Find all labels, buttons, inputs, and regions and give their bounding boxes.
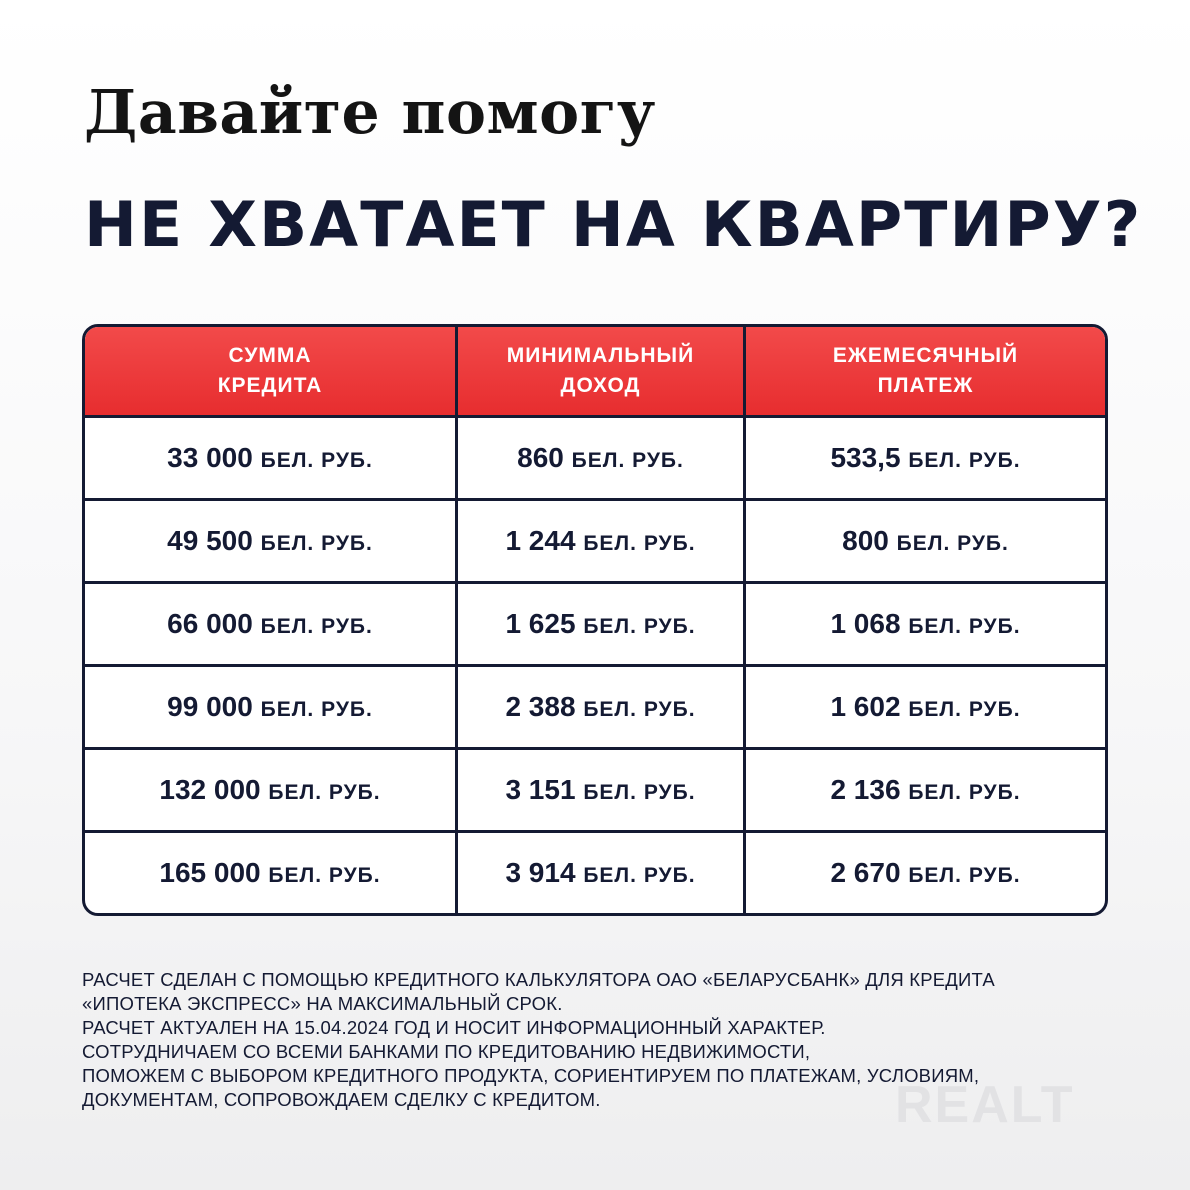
column-header: ЕЖЕМЕСЯЧНЫЙ ПЛАТЕЖ bbox=[746, 327, 1105, 418]
column-header: СУММА КРЕДИТА bbox=[85, 327, 458, 418]
table-cell: 66 000 БЕЛ. РУБ. bbox=[85, 584, 458, 667]
table-row: 66 000 БЕЛ. РУБ. 1 625 БЕЛ. РУБ. 1 068 БЕЛ… bbox=[85, 584, 1105, 667]
currency-unit: БЕЛ. РУБ. bbox=[583, 698, 696, 721]
column-header-line: ПЛАТЕЖ bbox=[877, 374, 974, 397]
column-header-line: ЕЖЕМЕСЯЧНЫЙ bbox=[832, 344, 1019, 367]
amount: 33 000 bbox=[167, 442, 253, 473]
headline: НЕ ХВАТАЕТ НА КВАРТИРУ? bbox=[84, 188, 1143, 261]
table-cell: 860 БЕЛ. РУБ. bbox=[458, 418, 746, 501]
amount: 2 388 bbox=[505, 691, 576, 722]
page-title: Давайте помогу bbox=[84, 78, 656, 148]
disclaimer-line: ПОМОЖЕМ С ВЫБОРОМ КРЕДИТНОГО ПРОДУКТА, С… bbox=[82, 1065, 980, 1086]
amount: 1 602 bbox=[830, 691, 901, 722]
column-header-line: КРЕДИТА bbox=[217, 374, 323, 397]
column-header-line: МИНИМАЛЬНЫЙ bbox=[506, 344, 695, 367]
currency-unit: БЕЛ. РУБ. bbox=[896, 532, 1009, 555]
table-cell: 3 151 БЕЛ. РУБ. bbox=[458, 750, 746, 833]
table-cell: 132 000 БЕЛ. РУБ. bbox=[85, 750, 458, 833]
currency-unit: БЕЛ. РУБ. bbox=[260, 532, 373, 555]
amount: 1 625 bbox=[505, 608, 576, 639]
amount: 49 500 bbox=[167, 525, 253, 556]
amount: 2 670 bbox=[830, 857, 901, 888]
disclaimer-line: СОТРУДНИЧАЕМ СО ВСЕМИ БАНКАМИ ПО КРЕДИТО… bbox=[82, 1041, 811, 1062]
table-cell: 49 500 БЕЛ. РУБ. bbox=[85, 501, 458, 584]
currency-unit: БЕЛ. РУБ. bbox=[260, 449, 373, 472]
table-row: 132 000 БЕЛ. РУБ. 3 151 БЕЛ. РУБ. 2 136 БЕ… bbox=[85, 750, 1105, 833]
disclaimer: РАСЧЕТ СДЕЛАН С ПОМОЩЬЮ КРЕДИТНОГО КАЛЬК… bbox=[82, 968, 995, 1112]
currency-unit: БЕЛ. РУБ. bbox=[268, 781, 381, 804]
table-cell: 1 602 БЕЛ. РУБ. bbox=[746, 667, 1105, 750]
currency-unit: БЕЛ. РУБ. bbox=[908, 864, 1021, 887]
table-cell: 1 244 БЕЛ. РУБ. bbox=[458, 501, 746, 584]
currency-unit: БЕЛ. РУБ. bbox=[571, 449, 684, 472]
table-row: 49 500 БЕЛ. РУБ. 1 244 БЕЛ. РУБ. 800 БЕЛ. … bbox=[85, 501, 1105, 584]
table-cell: 3 914 БЕЛ. РУБ. bbox=[458, 833, 746, 913]
amount: 860 bbox=[517, 442, 564, 473]
table-header-row: СУММА КРЕДИТА МИНИМАЛЬНЫЙ ДОХОД ЕЖЕМЕСЯЧНЫЙ П… bbox=[85, 327, 1105, 418]
currency-unit: БЕЛ. РУБ. bbox=[908, 781, 1021, 804]
column-header: МИНИМАЛЬНЫЙ ДОХОД bbox=[458, 327, 746, 418]
amount: 99 000 bbox=[167, 691, 253, 722]
currency-unit: БЕЛ. РУБ. bbox=[583, 864, 696, 887]
table-cell: 1 068 БЕЛ. РУБ. bbox=[746, 584, 1105, 667]
currency-unit: БЕЛ. РУБ. bbox=[583, 781, 696, 804]
currency-unit: БЕЛ. РУБ. bbox=[268, 864, 381, 887]
table-cell: 1 625 БЕЛ. РУБ. bbox=[458, 584, 746, 667]
disclaimer-line: РАСЧЕТ СДЕЛАН С ПОМОЩЬЮ КРЕДИТНОГО КАЛЬК… bbox=[82, 969, 995, 990]
amount: 1 244 bbox=[505, 525, 576, 556]
credit-table: СУММА КРЕДИТА МИНИМАЛЬНЫЙ ДОХОД ЕЖЕМЕСЯЧНЫЙ П… bbox=[82, 324, 1108, 916]
currency-unit: БЕЛ. РУБ. bbox=[260, 615, 373, 638]
amount: 165 000 bbox=[159, 857, 261, 888]
amount: 533,5 bbox=[830, 442, 901, 473]
amount: 3 914 bbox=[505, 857, 576, 888]
table-cell: 2 670 БЕЛ. РУБ. bbox=[746, 833, 1105, 913]
table-row: 165 000 БЕЛ. РУБ. 3 914 БЕЛ. РУБ. 2 670 БЕ… bbox=[85, 833, 1105, 913]
amount: 2 136 bbox=[830, 774, 901, 805]
column-header-line: ДОХОД bbox=[560, 374, 641, 397]
table-cell: 533,5 БЕЛ. РУБ. bbox=[746, 418, 1105, 501]
disclaimer-line: «ИПОТЕКА ЭКСПРЕСС» НА МАКСИМАЛЬНЫЙ СРОК. bbox=[82, 993, 563, 1014]
currency-unit: БЕЛ. РУБ. bbox=[908, 615, 1021, 638]
realt-logo-watermark: REALT bbox=[895, 1076, 1075, 1134]
amount: 132 000 bbox=[159, 774, 261, 805]
amount: 800 bbox=[842, 525, 889, 556]
disclaimer-line: РАСЧЕТ АКТУАЛЕН НА 15.04.2024 ГОД И НОСИ… bbox=[82, 1017, 826, 1038]
table-cell: 800 БЕЛ. РУБ. bbox=[746, 501, 1105, 584]
currency-unit: БЕЛ. РУБ. bbox=[583, 532, 696, 555]
currency-unit: БЕЛ. РУБ. bbox=[908, 698, 1021, 721]
currency-unit: БЕЛ. РУБ. bbox=[908, 449, 1021, 472]
amount: 66 000 bbox=[167, 608, 253, 639]
amount: 3 151 bbox=[505, 774, 576, 805]
currency-unit: БЕЛ. РУБ. bbox=[583, 615, 696, 638]
table-cell: 165 000 БЕЛ. РУБ. bbox=[85, 833, 458, 913]
table-cell: 2 136 БЕЛ. РУБ. bbox=[746, 750, 1105, 833]
table-cell: 33 000 БЕЛ. РУБ. bbox=[85, 418, 458, 501]
table-cell: 2 388 БЕЛ. РУБ. bbox=[458, 667, 746, 750]
table-cell: 99 000 БЕЛ. РУБ. bbox=[85, 667, 458, 750]
disclaimer-line: ДОКУМЕНТАМ, СОПРОВОЖДАЕМ СДЕЛКУ С КРЕДИТ… bbox=[82, 1089, 601, 1110]
amount: 1 068 bbox=[830, 608, 901, 639]
table-row: 99 000 БЕЛ. РУБ. 2 388 БЕЛ. РУБ. 1 602 БЕЛ… bbox=[85, 667, 1105, 750]
table-row: 33 000 БЕЛ. РУБ. 860 БЕЛ. РУБ. 533,5 БЕЛ. … bbox=[85, 418, 1105, 501]
column-header-line: СУММА bbox=[228, 344, 312, 367]
currency-unit: БЕЛ. РУБ. bbox=[260, 698, 373, 721]
